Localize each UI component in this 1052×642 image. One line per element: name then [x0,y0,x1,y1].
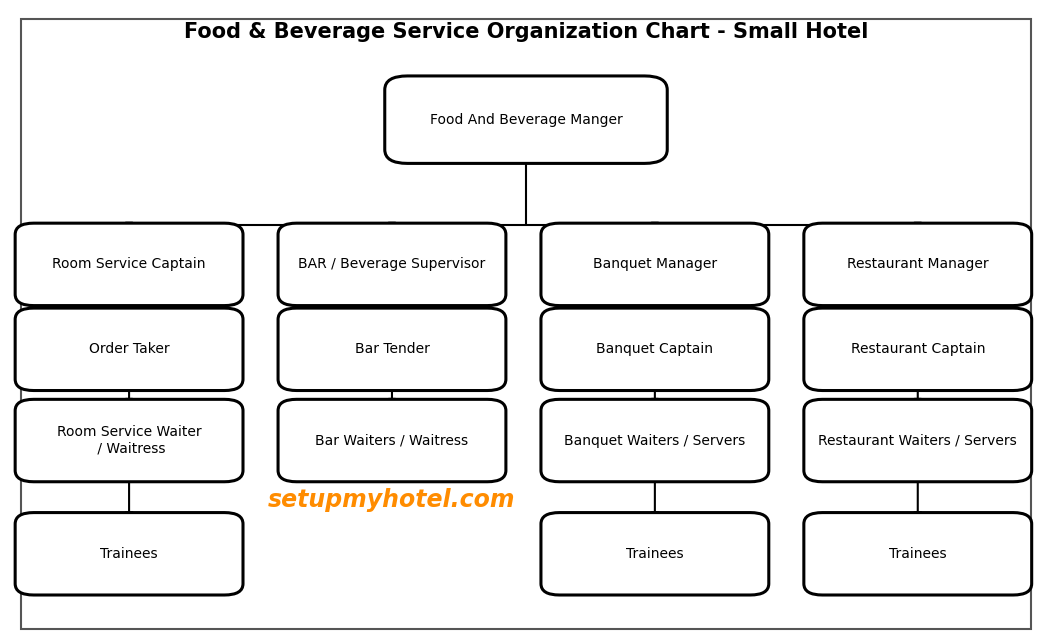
Text: Room Service Waiter
 / Waitress: Room Service Waiter / Waitress [57,426,201,456]
FancyBboxPatch shape [804,308,1032,390]
FancyBboxPatch shape [278,399,506,482]
FancyBboxPatch shape [15,399,243,482]
Text: Trainees: Trainees [626,547,684,561]
Text: Food And Beverage Manger: Food And Beverage Manger [429,112,623,126]
Text: BAR / Beverage Supervisor: BAR / Beverage Supervisor [299,257,486,272]
FancyBboxPatch shape [541,308,769,390]
FancyBboxPatch shape [541,512,769,595]
FancyBboxPatch shape [804,512,1032,595]
FancyBboxPatch shape [278,223,506,306]
FancyBboxPatch shape [541,399,769,482]
Text: Banquet Captain: Banquet Captain [596,342,713,356]
Text: Trainees: Trainees [889,547,947,561]
FancyBboxPatch shape [15,308,243,390]
Text: Banquet Manager: Banquet Manager [593,257,716,272]
Text: Restaurant Manager: Restaurant Manager [847,257,989,272]
FancyBboxPatch shape [15,512,243,595]
Text: Banquet Waiters / Servers: Banquet Waiters / Servers [564,433,746,447]
Text: Bar Tender: Bar Tender [355,342,429,356]
Text: Restaurant Captain: Restaurant Captain [850,342,985,356]
FancyBboxPatch shape [804,399,1032,482]
Text: setupmyhotel.com: setupmyhotel.com [268,489,515,512]
FancyBboxPatch shape [15,223,243,306]
Text: Food & Beverage Service Organization Chart - Small Hotel: Food & Beverage Service Organization Cha… [184,22,868,42]
Text: Bar Waiters / Waitress: Bar Waiters / Waitress [316,433,468,447]
FancyBboxPatch shape [385,76,667,164]
FancyBboxPatch shape [541,223,769,306]
Text: Order Taker: Order Taker [88,342,169,356]
FancyBboxPatch shape [278,308,506,390]
Text: Room Service Captain: Room Service Captain [53,257,206,272]
FancyBboxPatch shape [804,223,1032,306]
Text: Trainees: Trainees [100,547,158,561]
Text: Restaurant Waiters / Servers: Restaurant Waiters / Servers [818,433,1017,447]
